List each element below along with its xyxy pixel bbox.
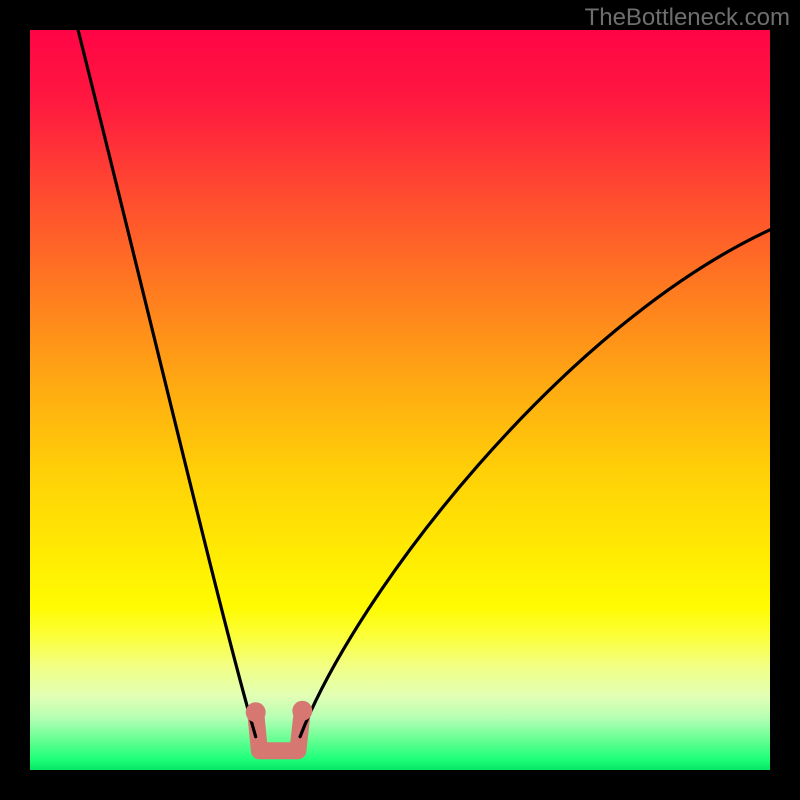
bottleneck-chart — [0, 0, 800, 800]
watermark-text: TheBottleneck.com — [585, 4, 790, 32]
plot-background — [30, 30, 770, 770]
chart-stage: TheBottleneck.com — [0, 0, 800, 800]
valley-cap-right-top — [292, 701, 312, 721]
valley-cap-left-top — [246, 702, 266, 722]
